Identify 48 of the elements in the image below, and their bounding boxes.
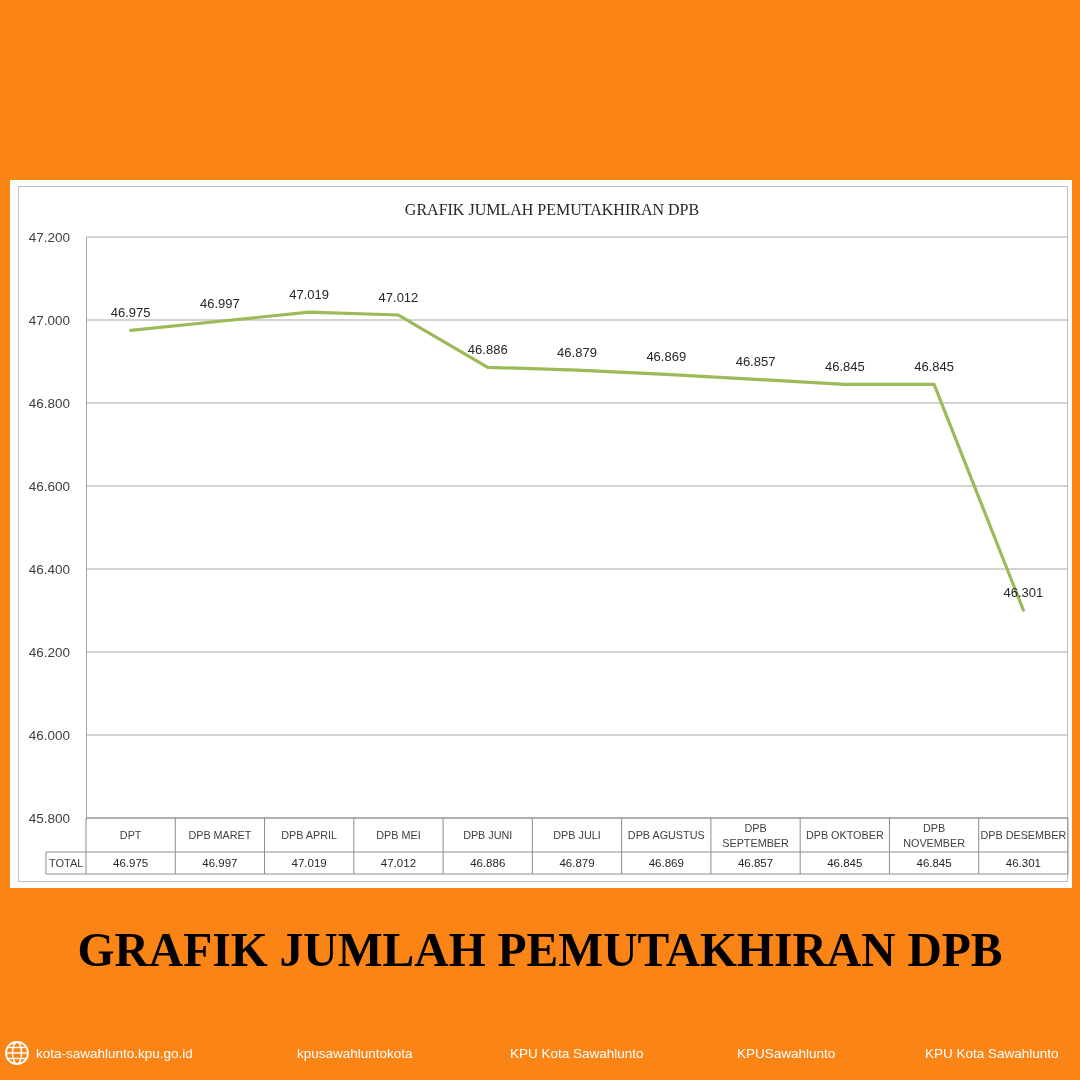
x-tick-label: DPT [119,829,142,841]
text: kota-sawahlunto.kpu.go.id [36,1046,193,1061]
x-tick-label: DPB JUNI [463,829,513,841]
x-tick-label: DPB NOVEMBER [903,821,966,849]
data-label: 46.886 [470,857,506,869]
data-label: 46.845 [827,857,863,869]
y-tick-label: 47.200 [28,229,70,245]
data-label: 47.012 [380,857,417,869]
text: KPU Kota Sawahlunto [510,1046,644,1061]
text: GRAFIK JUMLAH PEMUTAKHIRAN DPB [77,923,1012,976]
x-tick-label: DPB MARET [188,829,252,841]
data-label: 46.975 [113,857,149,869]
text: kpusawahluntokota [297,1046,414,1061]
x-tick-label: DPB MEI [376,829,421,841]
y-tick-label: 46.000 [28,727,70,743]
text: KPUSawahlunto [737,1046,836,1061]
y-tick-label: 46.600 [28,478,70,494]
text: KPU Kota Sawahlunto [925,1046,1059,1061]
data-label: 46.879 [559,857,595,869]
y-tick-label: 47.000 [28,312,70,328]
data-label: 46.301 [1005,857,1041,869]
text: 46.845 [914,359,954,375]
data-label: 46.869 [648,857,684,869]
y-tick-label: 46.400 [28,561,70,577]
data-label: 46.997 [202,857,238,869]
text: 47.019 [289,287,330,303]
x-tick-label: DPB AGUSTUS [627,829,705,841]
x-tick-label: DPB JULI [553,829,601,841]
data-label: 46.857 [737,857,774,869]
chart-title: GRAFIK JUMLAH PEMUTAKHIRAN DPB [404,201,700,218]
text: 46.857 [735,354,776,370]
data-label: 47.019 [291,857,327,869]
x-tick-label: DPB OKTOBER [805,829,884,841]
y-tick-label: 45.800 [28,810,70,826]
x-tick-label: DPB SEPTEMBER [722,821,790,849]
text: 46.997 [200,296,240,312]
text: 47.012 [378,290,419,306]
text: 46.869 [646,349,687,365]
x-tick-label: DPB APRIL [281,829,338,841]
data-label: 46.845 [916,857,952,869]
x-tick-label: DPB DESEMBER [980,829,1067,841]
text: TOTAL [49,857,84,869]
y-tick-label: 46.200 [28,644,70,660]
text: 46.886 [467,342,508,358]
text: 46.845 [824,359,865,375]
text: 46.975 [110,305,151,321]
text: 46.879 [557,345,597,361]
y-tick-label: 46.800 [28,395,70,411]
